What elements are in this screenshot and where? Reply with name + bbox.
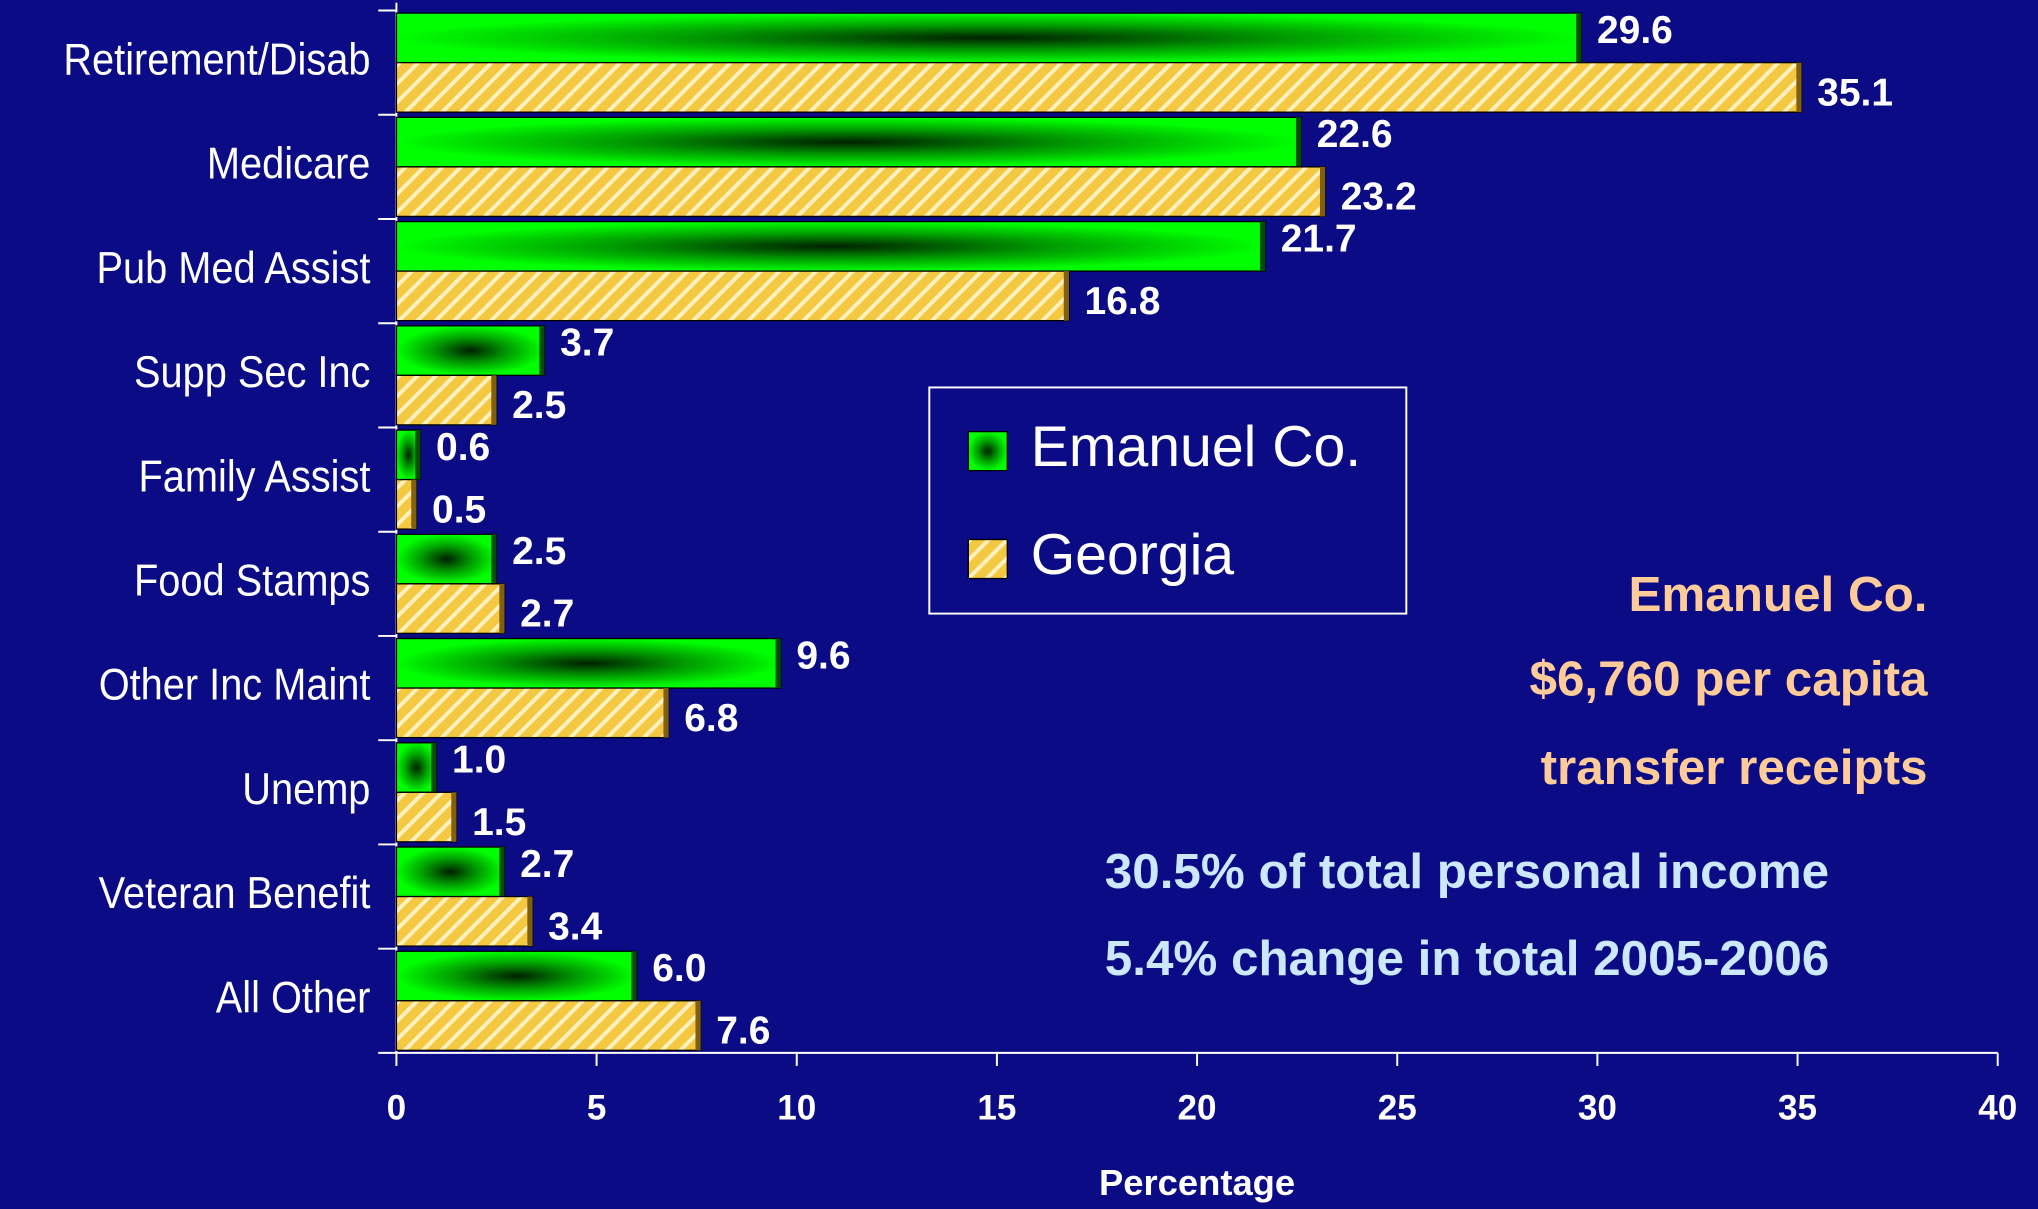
data-label: 0.6 <box>436 426 490 469</box>
x-tick-label: 30 <box>1578 1088 1617 1127</box>
bar <box>395 583 506 635</box>
y-tick-label: Family Assist <box>139 451 371 500</box>
bar <box>395 846 506 898</box>
bar-edge <box>499 847 505 897</box>
bar-edge <box>1063 271 1069 321</box>
data-label: 2.7 <box>520 843 574 886</box>
annotation: 5.4% change in total 2005-2006 <box>1105 931 1830 986</box>
data-label: 3.7 <box>560 322 614 365</box>
bar-edge <box>415 430 421 480</box>
y-tick-label: Pub Med Assist <box>96 243 370 292</box>
x-tick-label: 15 <box>977 1088 1016 1127</box>
x-tick-label: 5 <box>587 1088 607 1127</box>
bar-edge <box>1319 166 1326 217</box>
bar <box>395 166 1326 218</box>
data-label: 1.0 <box>452 739 506 782</box>
annotation: Emanuel Co. <box>1628 567 1927 622</box>
bar <box>395 950 638 1002</box>
y-tick-label: Food Stamps <box>134 556 370 605</box>
bar <box>395 374 498 426</box>
bar <box>395 895 534 947</box>
y-tick-label: Retirement/Disab <box>63 34 370 83</box>
bar <box>395 637 782 689</box>
bar <box>395 1000 702 1051</box>
bar-edge <box>1295 117 1302 167</box>
legend-label: Georgia <box>1031 523 1235 587</box>
bar-edge <box>539 325 545 376</box>
bar <box>395 533 498 585</box>
bar-edge <box>527 896 533 947</box>
bar-edge <box>491 375 497 425</box>
data-label: 23.2 <box>1341 176 1417 219</box>
bar <box>395 742 438 793</box>
bar-edge <box>695 1000 701 1051</box>
y-tick-label: Unemp <box>242 764 370 813</box>
bar-edge <box>663 688 669 738</box>
y-tick-label: Medicare <box>207 139 370 188</box>
y-tick-label: All Other <box>216 973 371 1022</box>
bar-edge <box>451 792 457 842</box>
legend-swatch <box>967 430 1008 472</box>
data-label: 21.7 <box>1281 217 1357 260</box>
data-label: 2.5 <box>512 384 566 427</box>
bar <box>395 12 1583 64</box>
data-label: 1.5 <box>472 801 526 844</box>
bar-edge <box>411 479 417 530</box>
bar-edge <box>631 951 637 1001</box>
bar-edge <box>1796 62 1802 113</box>
y-tick-label: Other Inc Maint <box>99 660 371 709</box>
annotation: transfer receipts <box>1541 740 1928 795</box>
bar-edge <box>491 534 497 584</box>
data-label: 16.8 <box>1085 280 1161 323</box>
x-tick-label: 0 <box>387 1088 407 1127</box>
x-tick-label: 10 <box>777 1088 816 1127</box>
x-tick-label: 40 <box>1978 1088 2017 1127</box>
data-label: 6.8 <box>684 697 738 740</box>
x-tick-label: 35 <box>1778 1088 1817 1127</box>
x-axis-label: Percentage <box>1099 1162 1295 1203</box>
bar-edge <box>431 742 437 793</box>
data-label: 9.6 <box>796 634 850 677</box>
bar-edge <box>775 638 781 689</box>
legend-box <box>928 386 1408 615</box>
y-tick-label: Supp Sec Inc <box>134 347 370 396</box>
bar <box>395 116 1302 168</box>
data-label: 0.5 <box>432 488 486 531</box>
data-label: 2.7 <box>520 593 574 636</box>
data-label: 2.5 <box>512 530 566 573</box>
y-tick-label: Veteran Benefit <box>99 868 371 917</box>
bar <box>395 791 458 843</box>
data-label: 3.4 <box>548 905 603 948</box>
bar-edge <box>1259 221 1266 272</box>
bar <box>395 325 546 377</box>
data-label: 29.6 <box>1597 9 1673 52</box>
data-label: 6.0 <box>652 947 706 990</box>
legend-swatch <box>967 538 1008 580</box>
data-label: 22.6 <box>1317 113 1393 156</box>
bar <box>395 687 670 739</box>
annotation: $6,760 per capita <box>1530 652 1929 707</box>
annotation: 30.5% of total personal income <box>1105 844 1829 899</box>
bar-edge <box>1576 13 1582 63</box>
bar <box>395 61 1803 113</box>
bar <box>395 220 1266 272</box>
bar <box>395 270 1070 322</box>
x-tick-label: 20 <box>1178 1088 1217 1127</box>
x-tick-label: 25 <box>1378 1088 1417 1127</box>
legend-label: Emanuel Co. <box>1031 415 1362 479</box>
bar-edge <box>499 583 505 634</box>
data-label: 7.6 <box>716 1010 770 1053</box>
data-label: 35.1 <box>1817 71 1893 114</box>
